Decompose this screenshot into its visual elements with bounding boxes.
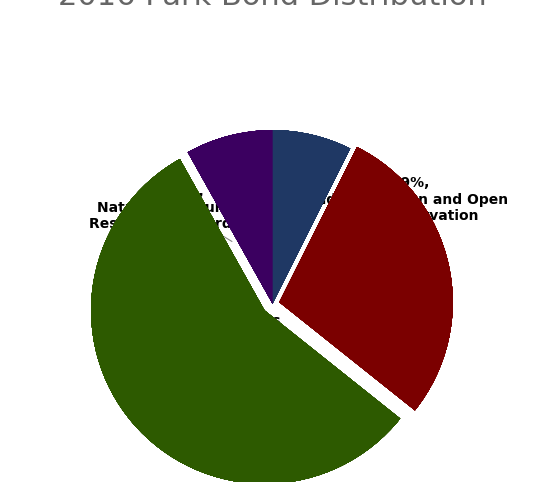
Wedge shape xyxy=(188,130,272,304)
Wedge shape xyxy=(188,130,272,304)
Wedge shape xyxy=(188,130,272,304)
Wedge shape xyxy=(91,159,400,482)
Wedge shape xyxy=(91,159,400,482)
Wedge shape xyxy=(188,130,272,304)
Wedge shape xyxy=(272,130,350,304)
Wedge shape xyxy=(272,130,350,304)
Wedge shape xyxy=(272,130,350,304)
Wedge shape xyxy=(91,159,400,482)
Wedge shape xyxy=(279,147,453,410)
Wedge shape xyxy=(279,147,453,410)
Wedge shape xyxy=(91,159,400,482)
Wedge shape xyxy=(91,159,400,482)
Wedge shape xyxy=(272,130,350,304)
Wedge shape xyxy=(272,130,350,304)
Wedge shape xyxy=(91,159,400,482)
Wedge shape xyxy=(272,130,350,304)
Wedge shape xyxy=(188,130,272,304)
Title: 2016 Park Bond Distribution: 2016 Park Bond Distribution xyxy=(58,0,487,11)
Wedge shape xyxy=(91,159,400,482)
Wedge shape xyxy=(188,130,272,304)
Wedge shape xyxy=(272,130,350,304)
Wedge shape xyxy=(279,147,453,410)
Wedge shape xyxy=(91,159,400,482)
Wedge shape xyxy=(272,130,350,304)
Wedge shape xyxy=(279,147,453,410)
Wedge shape xyxy=(279,147,453,410)
Wedge shape xyxy=(91,159,400,482)
Wedge shape xyxy=(279,147,453,410)
Wedge shape xyxy=(188,130,272,304)
Wedge shape xyxy=(279,147,453,410)
Wedge shape xyxy=(279,147,453,410)
Text: 28.32%,
New Park
Development: 28.32%, New Park Development xyxy=(346,272,450,318)
Wedge shape xyxy=(188,130,272,304)
Text: 8.12%,
Natural and Cultural
Resource Stewardship: 8.12%, Natural and Cultural Resource Ste… xyxy=(89,185,265,241)
Wedge shape xyxy=(279,147,453,410)
Wedge shape xyxy=(272,130,350,304)
Wedge shape xyxy=(272,130,350,304)
Wedge shape xyxy=(91,159,400,482)
Wedge shape xyxy=(272,130,350,304)
Wedge shape xyxy=(279,147,453,410)
Wedge shape xyxy=(279,147,453,410)
Text: 56.16%,
Park Renovations
and Upgrades: 56.16%, Park Renovations and Upgrades xyxy=(143,295,281,344)
Wedge shape xyxy=(188,130,272,304)
Wedge shape xyxy=(188,130,272,304)
Wedge shape xyxy=(91,159,400,482)
Wedge shape xyxy=(279,147,453,410)
Wedge shape xyxy=(188,130,272,304)
Wedge shape xyxy=(279,147,453,410)
Wedge shape xyxy=(188,130,272,304)
Wedge shape xyxy=(188,130,272,304)
Wedge shape xyxy=(91,159,400,482)
Wedge shape xyxy=(91,159,400,482)
Wedge shape xyxy=(188,130,272,304)
Wedge shape xyxy=(272,130,350,304)
Wedge shape xyxy=(279,147,453,410)
Wedge shape xyxy=(272,130,350,304)
Wedge shape xyxy=(272,130,350,304)
Wedge shape xyxy=(91,159,400,482)
Wedge shape xyxy=(279,147,453,410)
Wedge shape xyxy=(272,130,350,304)
Wedge shape xyxy=(279,147,453,410)
Text: 7.39%,
Land Acquisition and Open
Space Preservation: 7.39%, Land Acquisition and Open Space P… xyxy=(298,176,508,250)
Wedge shape xyxy=(91,159,400,482)
Wedge shape xyxy=(91,159,400,482)
Wedge shape xyxy=(188,130,272,304)
Wedge shape xyxy=(279,147,453,410)
Wedge shape xyxy=(272,130,350,304)
Wedge shape xyxy=(279,147,453,410)
Wedge shape xyxy=(279,147,453,410)
Wedge shape xyxy=(188,130,272,304)
Wedge shape xyxy=(188,130,272,304)
Wedge shape xyxy=(91,159,400,482)
Wedge shape xyxy=(188,130,272,304)
Wedge shape xyxy=(91,159,400,482)
Wedge shape xyxy=(272,130,350,304)
Wedge shape xyxy=(272,130,350,304)
Wedge shape xyxy=(272,130,350,304)
Wedge shape xyxy=(91,159,400,482)
Wedge shape xyxy=(188,130,272,304)
